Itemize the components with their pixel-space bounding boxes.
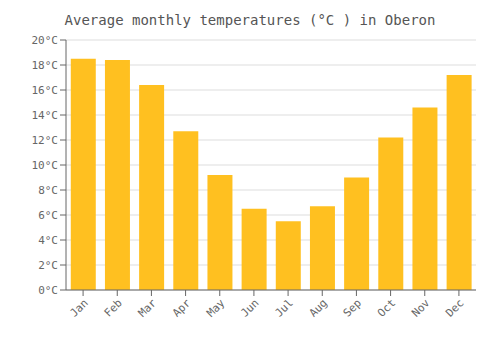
svg-text:Nov: Nov <box>409 296 433 320</box>
svg-text:Jun: Jun <box>238 296 261 319</box>
svg-text:Aug: Aug <box>307 296 330 319</box>
svg-text:Apr: Apr <box>170 296 194 320</box>
svg-text:Oct: Oct <box>375 296 398 319</box>
svg-text:14°C: 14°C <box>32 109 59 122</box>
svg-text:0°C: 0°C <box>38 284 58 297</box>
html-text:Average monthly temperatures (: Average monthly temperatures (°C ) in Ob… <box>64 12 436 28</box>
svg-text:16°C: 16°C <box>32 84 59 97</box>
svg-text:Mar: Mar <box>136 296 160 320</box>
svg-text:18°C: 18°C <box>32 59 59 72</box>
svg-text:Feb: Feb <box>102 296 125 319</box>
svg-text:12°C: 12°C <box>32 134 59 147</box>
svg-text:Dec: Dec <box>443 296 466 319</box>
svg-text:8°C: 8°C <box>38 184 58 197</box>
svg-text:Jan: Jan <box>67 296 90 319</box>
svg-text:Sep: Sep <box>341 296 364 319</box>
svg-text:10°C: 10°C <box>32 159 59 172</box>
svg-text:Jul: Jul <box>272 296 295 319</box>
svg-text:May: May <box>204 296 228 320</box>
svg-text:4°C: 4°C <box>38 234 58 247</box>
svg-text:2°C: 2°C <box>38 259 58 272</box>
svg-text:20°C: 20°C <box>32 34 59 47</box>
svg-text:6°C: 6°C <box>38 209 58 222</box>
